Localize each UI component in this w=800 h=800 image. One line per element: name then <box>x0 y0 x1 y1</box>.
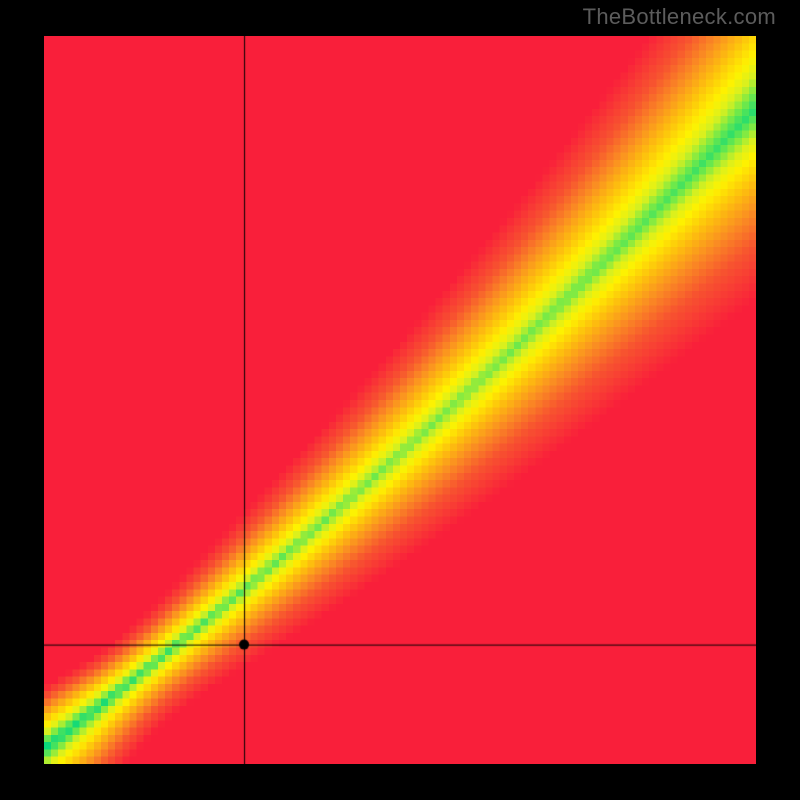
watermark-text: TheBottleneck.com <box>583 4 776 30</box>
crosshair-overlay <box>44 36 756 764</box>
chart-container: TheBottleneck.com <box>0 0 800 800</box>
